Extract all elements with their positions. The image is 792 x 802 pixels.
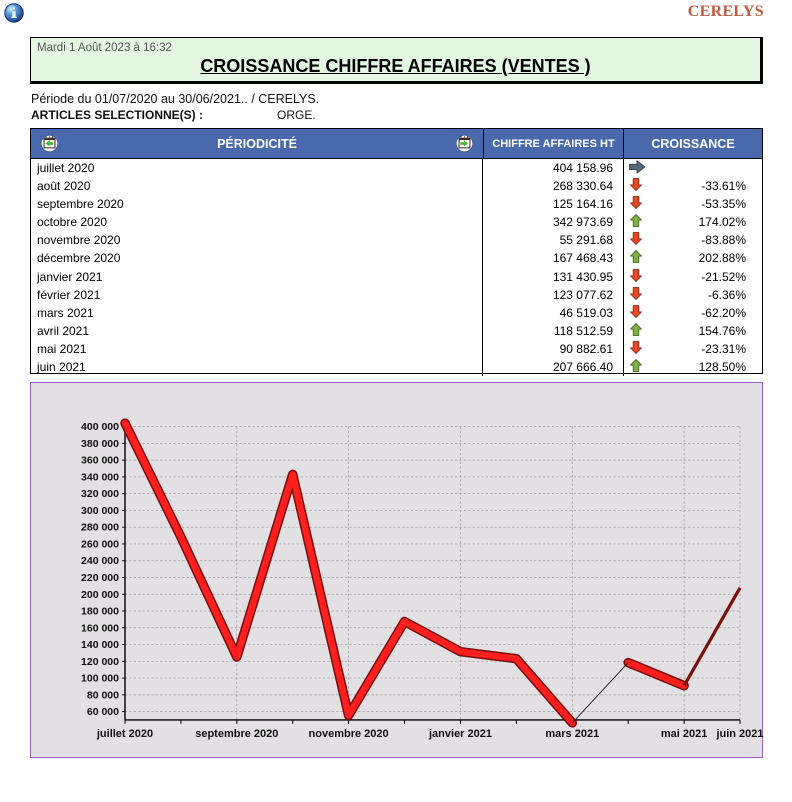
svg-text:160 000: 160 000 xyxy=(81,622,119,634)
svg-text:120 000: 120 000 xyxy=(81,656,119,668)
svg-text:240 000: 240 000 xyxy=(81,555,119,567)
svg-text:400 000: 400 000 xyxy=(81,421,119,433)
svg-text:septembre 2020: septembre 2020 xyxy=(195,728,278,740)
svg-text:200 000: 200 000 xyxy=(81,589,119,601)
svg-text:320 000: 320 000 xyxy=(81,488,119,500)
svg-text:300 000: 300 000 xyxy=(81,505,119,517)
svg-text:mai 2021: mai 2021 xyxy=(661,728,707,740)
svg-text:180 000: 180 000 xyxy=(81,606,119,618)
svg-text:380 000: 380 000 xyxy=(81,438,119,450)
svg-text:220 000: 220 000 xyxy=(81,572,119,584)
svg-text:novembre 2020: novembre 2020 xyxy=(309,728,389,740)
svg-text:340 000: 340 000 xyxy=(81,471,119,483)
svg-text:80 000: 80 000 xyxy=(87,689,119,701)
svg-text:360 000: 360 000 xyxy=(81,455,119,467)
svg-text:60 000: 60 000 xyxy=(87,706,119,718)
svg-text:juin 2021: juin 2021 xyxy=(715,728,763,740)
svg-text:140 000: 140 000 xyxy=(81,639,119,651)
svg-text:280 000: 280 000 xyxy=(81,522,119,534)
svg-text:100 000: 100 000 xyxy=(81,673,119,685)
svg-text:mars 2021: mars 2021 xyxy=(545,728,599,740)
svg-text:260 000: 260 000 xyxy=(81,538,119,550)
svg-text:juillet 2020: juillet 2020 xyxy=(96,728,153,740)
svg-text:janvier 2021: janvier 2021 xyxy=(428,728,492,740)
